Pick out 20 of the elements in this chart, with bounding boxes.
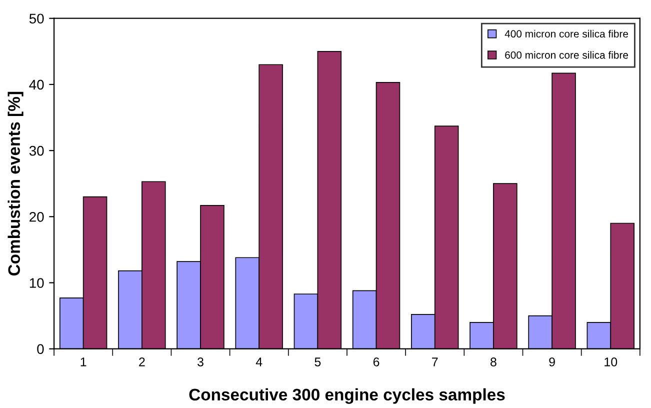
x-tick-label: 6 [373, 358, 380, 366]
x-tick-label: 2 [139, 358, 145, 366]
x-tick-label: 4 [256, 358, 262, 366]
x-tick-label: 10 [604, 358, 618, 366]
x-tick-label: 8 [490, 358, 496, 366]
y-tick-label: 40 [29, 80, 44, 90]
x-axis-title: Consecutive 300 engine cycles samples [189, 388, 505, 404]
y-tick-label: 30 [29, 146, 44, 156]
x-tick-label: 7 [432, 358, 438, 366]
legend-label: 400 micron core silica fibre [504, 30, 628, 38]
x-tick-label: 9 [549, 358, 555, 366]
y-tick-label: 10 [30, 278, 44, 288]
x-tick-label: 3 [198, 358, 204, 366]
legend-label: 600 micron core silica fibre [505, 51, 628, 59]
x-tick-label: 5 [314, 358, 321, 366]
y-tick-label: 0 [37, 344, 44, 354]
y-tick-label: 50 [29, 14, 44, 24]
x-tick-label: 1 [80, 358, 86, 366]
y-tick-label: 20 [30, 212, 44, 222]
y-axis-title: Combustion events [%] [8, 92, 24, 276]
